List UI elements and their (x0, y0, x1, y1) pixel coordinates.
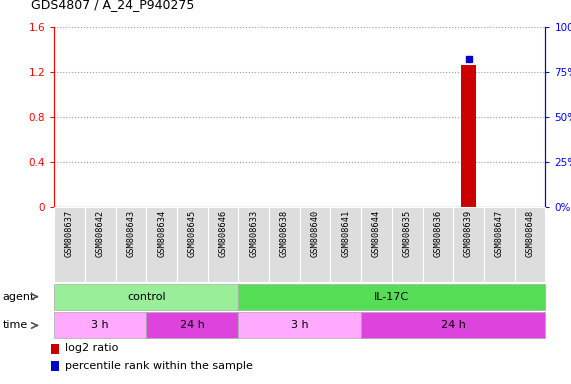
Bar (54, 207, 85, 282)
Text: GSM808645: GSM808645 (188, 210, 197, 257)
Text: 24 h: 24 h (441, 320, 466, 331)
Text: GDS4807 / A_24_P940275: GDS4807 / A_24_P940275 (31, 0, 195, 12)
Bar (484, 207, 514, 282)
Bar (54, 313, 146, 338)
Bar (85, 207, 115, 282)
Bar (453, 207, 484, 282)
Text: GSM808634: GSM808634 (157, 210, 166, 257)
Text: GSM808648: GSM808648 (525, 210, 534, 257)
Bar (239, 313, 361, 338)
Text: GSM808639: GSM808639 (464, 210, 473, 257)
Bar (177, 207, 208, 282)
Bar (300, 207, 331, 282)
Text: GSM808637: GSM808637 (65, 210, 74, 257)
Bar (269, 207, 300, 282)
Text: percentile rank within the sample: percentile rank within the sample (65, 361, 252, 371)
Text: GSM808640: GSM808640 (311, 210, 320, 257)
Text: GSM808641: GSM808641 (341, 210, 351, 257)
Bar (239, 207, 269, 282)
Text: 24 h: 24 h (180, 320, 205, 331)
Bar (51, 344, 59, 354)
Text: IL-17C: IL-17C (374, 291, 409, 302)
Text: time: time (3, 320, 28, 331)
Text: GSM808643: GSM808643 (126, 210, 135, 257)
Text: GSM808635: GSM808635 (403, 210, 412, 257)
Bar (331, 207, 361, 282)
Bar (514, 207, 545, 282)
Text: GSM808638: GSM808638 (280, 210, 289, 257)
Text: GSM808642: GSM808642 (96, 210, 105, 257)
Text: GSM808647: GSM808647 (494, 210, 504, 257)
Text: GSM808646: GSM808646 (219, 210, 228, 257)
Text: 3 h: 3 h (91, 320, 109, 331)
Bar (115, 207, 146, 282)
Bar (146, 313, 239, 338)
Bar (461, 65, 476, 207)
Text: 3 h: 3 h (291, 320, 308, 331)
Text: GSM808633: GSM808633 (249, 210, 258, 257)
Text: GSM808636: GSM808636 (433, 210, 443, 257)
Bar (239, 284, 545, 310)
Bar (54, 284, 239, 310)
Bar (146, 207, 177, 282)
Text: control: control (127, 291, 166, 302)
Bar (208, 207, 239, 282)
Text: GSM808644: GSM808644 (372, 210, 381, 257)
Bar (361, 313, 545, 338)
Bar (423, 207, 453, 282)
Text: agent: agent (3, 291, 35, 302)
Text: log2 ratio: log2 ratio (65, 343, 118, 354)
Bar (361, 207, 392, 282)
Bar (392, 207, 423, 282)
Bar (51, 361, 59, 371)
